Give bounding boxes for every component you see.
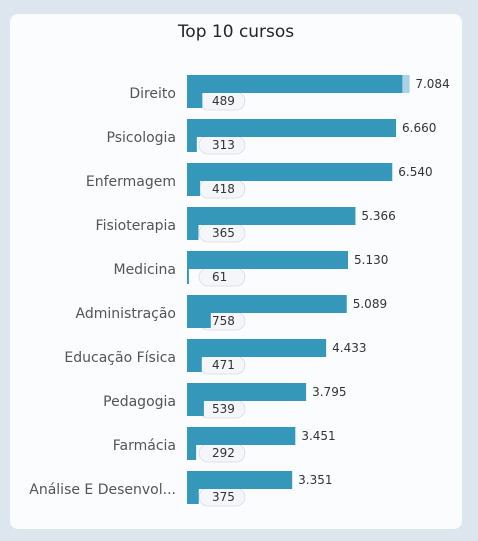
- bar-secondary: [187, 137, 197, 152]
- bar-secondary: [187, 181, 201, 196]
- data-label-secondary: 489: [212, 94, 235, 108]
- bar-primary: [187, 119, 397, 137]
- category-label: Pedagogia: [103, 394, 176, 410]
- data-label-secondary: 758: [212, 314, 235, 328]
- category-label: Fisioterapia: [96, 218, 176, 234]
- data-label-primary: 6.660: [402, 121, 436, 135]
- data-label-primary: 6.540: [398, 165, 432, 179]
- data-label-secondary: 61: [212, 270, 227, 284]
- bar-secondary: [187, 401, 204, 416]
- bar-primary: [187, 339, 327, 357]
- bar-primary: [187, 471, 293, 489]
- chart-title: Top 10 cursos: [177, 22, 295, 42]
- bar-primary: [187, 75, 410, 93]
- bar-secondary: [187, 269, 189, 284]
- category-label: Análise E Desenvol...: [29, 482, 176, 498]
- bar-secondary: [187, 225, 199, 240]
- data-label-secondary: 375: [212, 490, 235, 504]
- bar-primary: [187, 383, 307, 401]
- bar-secondary: [187, 445, 197, 460]
- bar-primary: [187, 163, 393, 181]
- category-label: Psicologia: [107, 130, 176, 146]
- category-label: Enfermagem: [86, 174, 176, 190]
- category-label: Medicina: [113, 262, 176, 278]
- bar-secondary: [187, 93, 203, 108]
- data-label-secondary: 313: [212, 138, 235, 152]
- bar-highlight: [402, 75, 410, 93]
- category-label: Farmácia: [113, 438, 176, 454]
- data-label-secondary: 292: [212, 446, 235, 460]
- bar-primary: [187, 207, 356, 225]
- data-label-primary: 7.084: [415, 77, 449, 91]
- category-label: Direito: [129, 86, 176, 102]
- data-label-primary: 4.433: [332, 341, 366, 355]
- data-label-primary: 5.130: [354, 253, 388, 267]
- data-label-primary: 3.795: [312, 385, 346, 399]
- bar-primary: [187, 251, 349, 269]
- data-label-secondary: 471: [212, 358, 235, 372]
- bar-secondary: [187, 489, 199, 504]
- bar-primary: [187, 295, 347, 313]
- data-label-secondary: 418: [212, 182, 235, 196]
- bar-secondary: [187, 357, 202, 372]
- data-label-primary: 3.351: [298, 473, 332, 487]
- category-label: Administração: [76, 306, 176, 322]
- data-label-primary: 5.089: [353, 297, 387, 311]
- data-label-secondary: 539: [212, 402, 235, 416]
- bar-secondary: [187, 313, 211, 328]
- data-label-primary: 3.451: [301, 429, 335, 443]
- bar-primary: [187, 427, 296, 445]
- category-label: Educação Física: [64, 350, 176, 366]
- data-label-primary: 5.366: [361, 209, 395, 223]
- data-label-secondary: 365: [212, 226, 235, 240]
